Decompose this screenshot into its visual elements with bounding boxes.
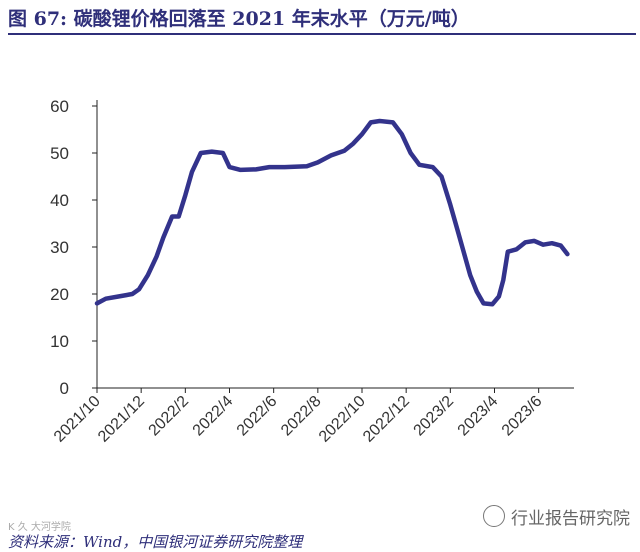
x-tick-label: 2023/6 <box>499 393 546 440</box>
source-note: 资料来源：Wind，中国银河证券研究院整理 <box>8 533 303 551</box>
figure-title: 图 67: 碳酸锂价格回落至 2021 年末水平（万元/吨） <box>8 8 470 30</box>
series-line <box>94 118 570 307</box>
x-tick-label: 2022/10 <box>316 393 369 446</box>
wechat-icon <box>483 505 505 527</box>
x-tick-label: 2023/4 <box>455 393 502 440</box>
x-tick-label: 2021/12 <box>95 393 148 446</box>
x-tick-label: 2023/2 <box>411 393 458 440</box>
x-axis-ticks: 2021/102021/122022/22022/42022/62022/820… <box>51 388 546 446</box>
y-tick-label: 10 <box>50 332 69 351</box>
x-tick-label: 2021/10 <box>51 393 104 446</box>
data-series <box>94 118 570 307</box>
chart-axes <box>96 100 574 389</box>
y-tick-label: 50 <box>50 144 69 163</box>
x-tick-label: 2022/2 <box>146 393 193 440</box>
y-tick-label: 20 <box>50 285 69 304</box>
small-credit: K 久 大河学院 <box>8 522 71 533</box>
y-axis-ticks: 0 10 20 30 40 50 60 <box>50 97 97 398</box>
x-tick-label: 2022/6 <box>234 393 281 440</box>
x-tick-label: 2022/12 <box>360 393 413 446</box>
watermark-text: 行业报告研究院 <box>511 509 630 529</box>
title-divider <box>8 33 636 35</box>
y-tick-label: 60 <box>50 97 69 116</box>
y-tick-label: 0 <box>60 379 69 398</box>
y-tick-label: 40 <box>50 191 69 210</box>
x-tick-label: 2022/4 <box>190 393 237 440</box>
y-tick-label: 30 <box>50 238 69 257</box>
watermark: 行业报告研究院 <box>483 504 630 529</box>
